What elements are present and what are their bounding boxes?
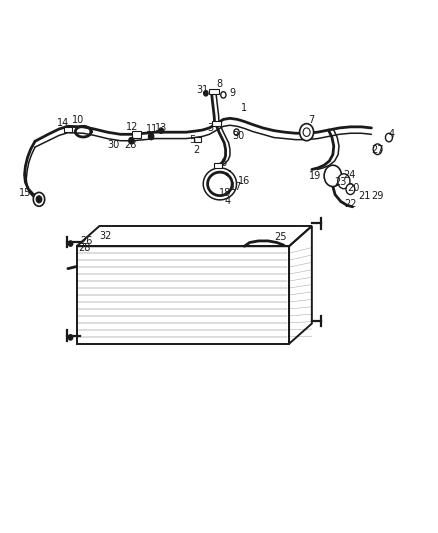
Circle shape	[373, 144, 382, 155]
Text: 27: 27	[371, 146, 384, 155]
Bar	[209, 89, 219, 94]
Text: 23: 23	[335, 177, 347, 187]
Text: 4: 4	[389, 130, 395, 139]
Text: 19: 19	[309, 171, 321, 181]
Circle shape	[36, 196, 42, 203]
Text: 24: 24	[343, 170, 356, 180]
Text: 31: 31	[196, 85, 208, 94]
Circle shape	[338, 174, 350, 189]
Text: 13: 13	[155, 123, 167, 133]
Text: 12: 12	[126, 122, 138, 132]
Text: 15: 15	[19, 188, 32, 198]
Circle shape	[221, 92, 226, 98]
Circle shape	[303, 128, 310, 136]
Text: 28: 28	[78, 243, 90, 253]
Circle shape	[385, 133, 392, 142]
Text: 17: 17	[230, 182, 242, 191]
Text: 29: 29	[371, 191, 384, 201]
Text: 4: 4	[225, 197, 231, 206]
Text: 1: 1	[241, 103, 247, 112]
Text: 21: 21	[358, 191, 371, 201]
Circle shape	[300, 124, 314, 141]
Circle shape	[148, 133, 154, 140]
Bar	[214, 163, 222, 168]
Circle shape	[129, 138, 134, 144]
Text: 26: 26	[81, 236, 93, 246]
Circle shape	[33, 192, 45, 206]
Circle shape	[234, 129, 239, 135]
Text: 28: 28	[124, 140, 137, 150]
Text: 22: 22	[344, 199, 357, 208]
Circle shape	[346, 184, 355, 195]
Bar	[212, 121, 221, 126]
Text: 25: 25	[274, 232, 286, 242]
Circle shape	[159, 128, 163, 133]
Circle shape	[68, 241, 73, 246]
Text: 20: 20	[348, 183, 360, 192]
Text: 2: 2	[193, 146, 199, 155]
Circle shape	[68, 335, 73, 340]
Text: 10: 10	[72, 115, 84, 125]
Text: 7: 7	[308, 115, 314, 125]
Text: 32: 32	[99, 231, 111, 240]
Text: 5: 5	[189, 135, 195, 144]
Text: 18: 18	[219, 188, 232, 198]
Text: 6: 6	[220, 158, 226, 167]
Bar	[64, 127, 72, 132]
Text: 14: 14	[57, 118, 70, 127]
Bar	[194, 137, 201, 142]
Text: 30: 30	[107, 140, 119, 150]
Text: 30: 30	[233, 131, 245, 141]
Circle shape	[324, 165, 342, 187]
Text: 8: 8	[216, 79, 222, 89]
Text: 16: 16	[238, 176, 251, 186]
Bar	[132, 131, 141, 138]
Circle shape	[204, 91, 208, 96]
Text: 11: 11	[146, 124, 159, 134]
Text: 3: 3	[207, 123, 213, 133]
Text: 9: 9	[229, 88, 235, 98]
